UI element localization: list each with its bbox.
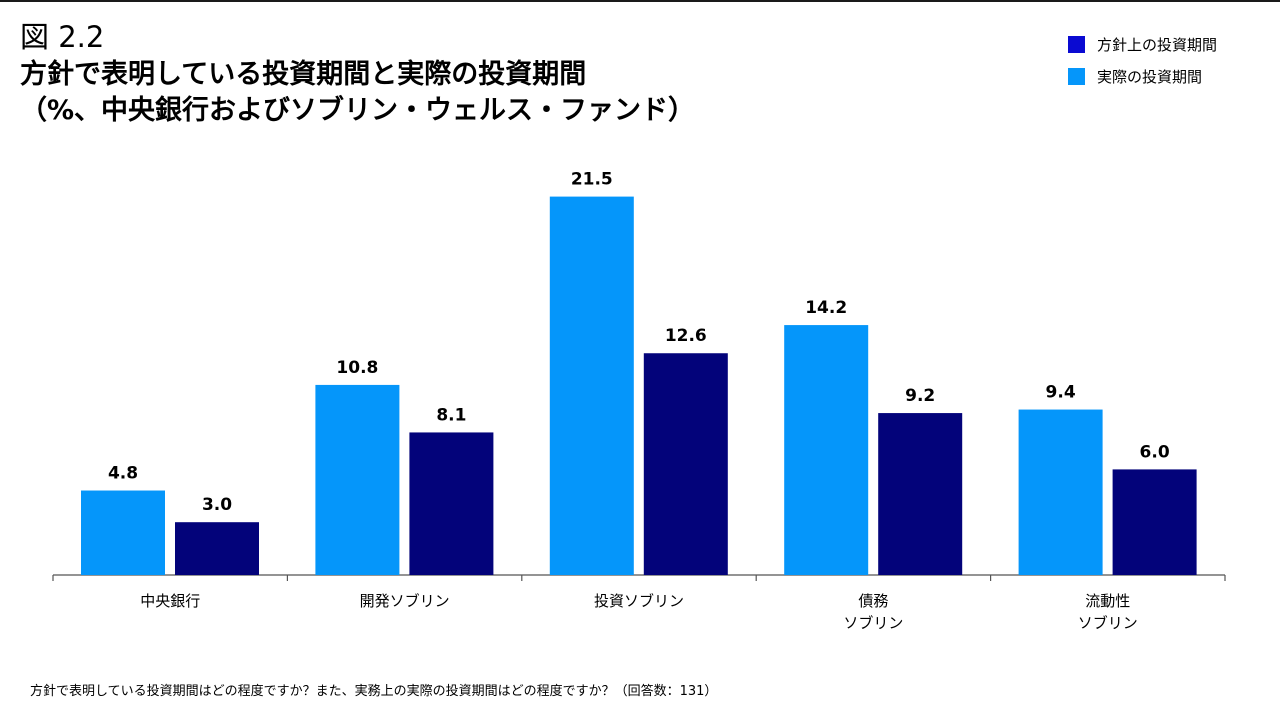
bar-actual: [1018, 409, 1103, 575]
footnote: 方針で表明している投資期間はどの程度ですか？また、実務上の実際の投資期間はどの程…: [30, 684, 718, 699]
data-label: 4.8: [108, 464, 138, 484]
data-label: 3.0: [202, 495, 232, 515]
bar-actual: [81, 490, 165, 575]
bar-policy: [409, 432, 494, 575]
category-label: 流動性ソブリン: [1078, 592, 1138, 632]
data-label: 6.0: [1140, 442, 1170, 462]
bar-policy: [175, 522, 259, 575]
legend-swatch-actual: [1068, 67, 1085, 85]
legend: 方針上の投資期間 実際の投資期間: [1068, 34, 1217, 98]
bar-policy: [878, 413, 963, 575]
legend-item-policy: 方針上の投資期間: [1068, 34, 1217, 54]
data-label: 14.2: [805, 298, 847, 318]
category-label: 債務ソブリン: [843, 592, 903, 632]
category-label: 開発ソブリン: [360, 592, 450, 610]
top-rule: [0, 0, 1280, 2]
data-label: 9.2: [905, 386, 935, 406]
legend-label-policy: 方針上の投資期間: [1097, 35, 1218, 54]
bar-actual: [549, 196, 634, 575]
data-label: 10.8: [336, 358, 378, 378]
figure-label: 図 2.2: [20, 20, 105, 54]
legend-label-actual: 実際の投資期間: [1097, 67, 1203, 86]
data-label: 8.1: [436, 405, 466, 425]
bar-policy: [1112, 469, 1197, 575]
legend-item-actual: 実際の投資期間: [1068, 66, 1217, 86]
chart-subtitle: （%、中央銀行およびソブリン・ウェルス・ファンド）: [20, 95, 696, 126]
legend-swatch-policy: [1068, 35, 1085, 53]
chart-title: 方針で表明している投資期間と実際の投資期間: [20, 59, 587, 90]
category-label: 中央銀行: [140, 592, 200, 610]
bar-actual: [784, 325, 869, 575]
data-label: 21.5: [571, 170, 613, 190]
data-label: 9.4: [1046, 383, 1076, 403]
bar-actual: [315, 384, 400, 575]
category-label: 投資ソブリン: [594, 592, 684, 610]
bar-policy: [643, 353, 728, 575]
data-label: 12.6: [665, 326, 707, 346]
